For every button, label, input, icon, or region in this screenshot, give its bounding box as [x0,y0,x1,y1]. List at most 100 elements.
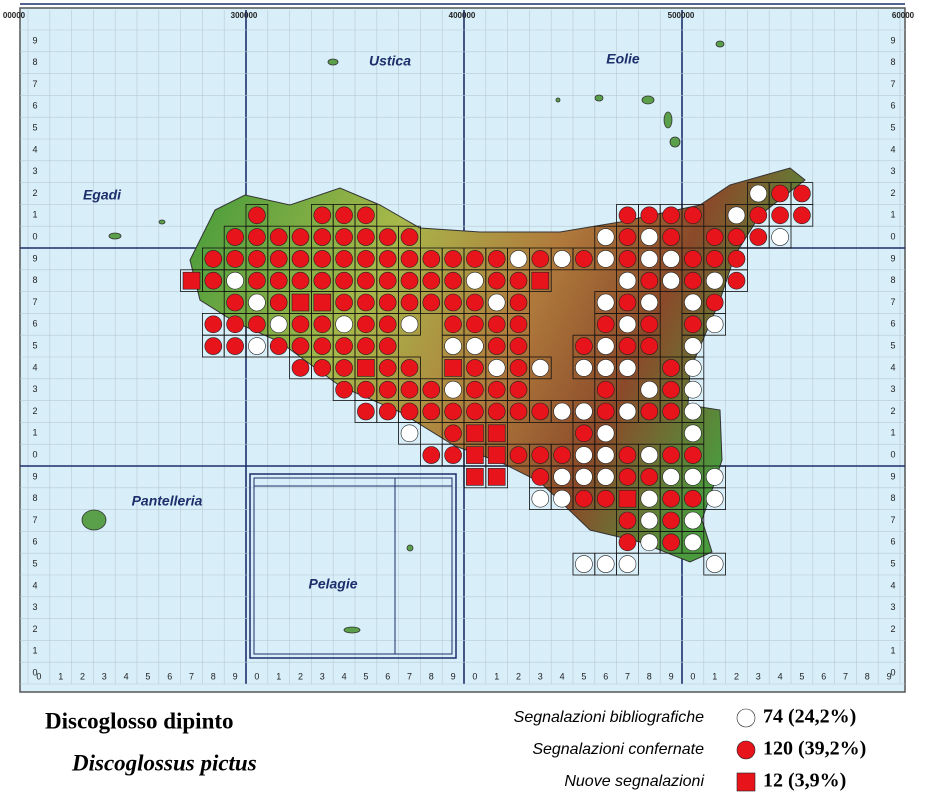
grid-cell [703,487,726,510]
legend-count: 12 (3,9%) [763,770,846,792]
grid-digit: 7 [890,297,895,307]
confirmed-record [509,446,528,464]
confirmed-record [705,228,724,246]
new-record [466,468,484,486]
confirmed-record [487,402,506,421]
confirmed-record [444,424,462,443]
grid-cell [529,356,552,380]
bibliographic-record [640,511,659,530]
island-label: Eolie [606,51,640,67]
grid-cell [616,552,639,576]
confirmed-record [313,206,332,225]
confirmed-record [269,293,288,312]
confirmed-record [248,250,266,268]
bibliographic-record [684,293,702,312]
small-islands [81,40,725,634]
confirmed-record [313,337,332,355]
bibliographic-record [662,250,680,268]
confirmed-record [749,228,768,246]
grid-digit: 4 [890,144,895,154]
grid-digit: 7 [32,515,37,525]
bibliographic-record [553,402,571,421]
confirmed-record [378,402,397,421]
bibliographic-record [618,271,637,290]
grid-digit: 0 [890,231,895,241]
confirmed-record [531,402,550,421]
bibliographic-record [640,489,659,508]
confirmed-record [422,446,441,464]
confirmed-record [466,293,484,312]
grid-cell [790,203,814,227]
grid-digit: 6 [32,319,37,329]
confirmed-record [357,402,375,421]
bibliographic-record [736,708,756,728]
grid-digit: 9 [32,35,37,45]
confirmed-record [357,337,375,355]
grid-digit: 7 [843,671,848,681]
grid-digit: 9 [890,471,895,481]
bibliographic-record [640,533,659,552]
new-record [466,446,484,464]
confirmed-record [640,402,659,421]
confirmed-record [226,250,244,268]
bibliographic-record [640,446,659,464]
grid-cell [768,225,792,249]
grid-digit: 8 [32,57,37,67]
grid-digit: 3 [32,166,37,176]
grid-digit: 4 [890,362,895,372]
confirmed-record [357,250,375,268]
confirmed-record [357,315,375,334]
confirmed-record [640,271,659,290]
grid-digit: 0 [36,671,41,681]
grid-digit: 7 [32,297,37,307]
new-record [357,359,375,377]
grid-digit: 8 [890,57,895,67]
grid-digit: 8 [647,671,652,681]
confirmed-record [466,359,484,377]
confirmed-record [357,293,375,312]
grid-digit: 9 [890,35,895,45]
confirmed-record [422,402,441,421]
subtitle: Discoglossus pictus [71,750,257,775]
grid-digit: 7 [407,671,412,681]
grid-digit: 8 [32,275,37,285]
bibliographic-record [684,468,702,486]
grid-digit: 4 [890,580,895,590]
grid-digit: 5 [890,558,895,568]
confirmed-record [226,228,244,246]
confirmed-record [400,271,419,290]
bibliographic-record [226,271,244,290]
coordinate-label: 00000 [3,11,26,20]
confirmed-record [357,228,375,246]
confirmed-record [509,315,528,334]
confirmed-record [204,271,223,290]
legend-label: Segnalazioni bibliografiche [514,709,704,726]
confirmed-record [204,337,223,355]
bibliographic-record [466,337,484,355]
confirmed-record [313,228,332,246]
grid-digit: 3 [538,671,543,681]
confirmed-record [335,228,353,246]
grid-digit: 2 [734,671,739,681]
bibliographic-record [684,380,702,399]
bibliographic-record [269,315,288,334]
grid-digit: 4 [342,671,347,681]
confirmed-record [531,468,550,486]
grid-cell [681,531,705,554]
bibliographic-record [487,293,506,312]
grid-digit: 1 [494,671,499,681]
new-record [444,359,462,377]
confirmed-record [596,380,615,399]
grid-digit: 3 [32,384,37,394]
bibliographic-record [553,489,571,508]
confirmed-record [684,271,702,290]
confirmed-record [509,359,528,377]
confirmed-record [509,402,528,421]
confirmed-record [487,315,506,334]
confirmed-record [335,359,353,377]
confirmed-record [662,446,680,464]
confirmed-record [313,271,332,290]
records [180,182,814,576]
grid-digit: 4 [124,671,129,681]
grid-digit: 1 [890,210,895,220]
